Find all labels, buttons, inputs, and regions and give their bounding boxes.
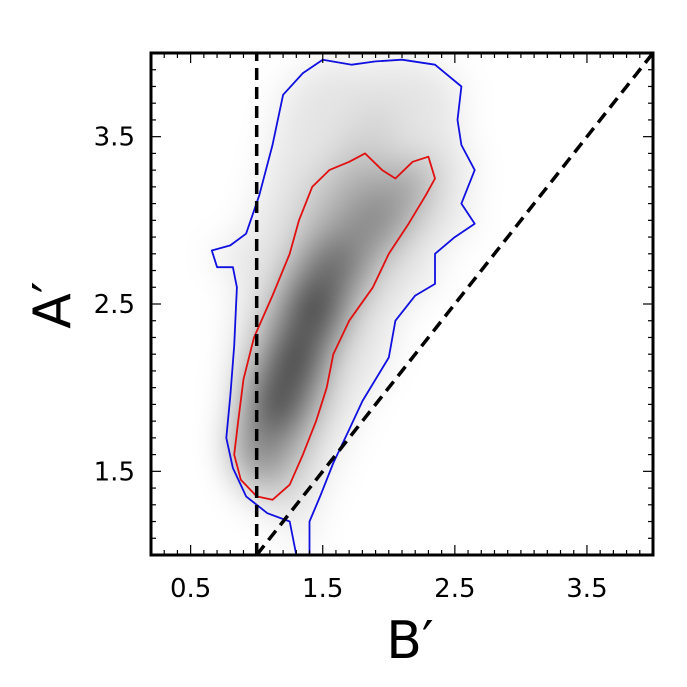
x-axis-label: B′ <box>386 611 433 671</box>
x-axis-ticks: 0.5 1.5 2.5 3.5 <box>150 53 654 604</box>
y-axis-label: A′ <box>23 281 83 328</box>
y-tick-label: 2.5 <box>94 290 135 320</box>
density-peak-6 <box>337 103 401 187</box>
x-tick-label: 3.5 <box>566 574 607 604</box>
density-peak-5 <box>363 162 427 246</box>
x-tick-label: 0.5 <box>170 574 211 604</box>
y-axis-ticks: 1.5 2.5 3.5 <box>94 52 653 556</box>
y-tick-label: 3.5 <box>94 123 135 153</box>
density-heatmap <box>211 59 475 555</box>
contour-inner <box>233 152 436 501</box>
y-tick-label: 1.5 <box>94 457 135 487</box>
contour-layer <box>210 58 476 555</box>
x-tick-label: 1.5 <box>302 574 343 604</box>
density-peak-3 <box>235 392 299 477</box>
contour-outer <box>210 58 476 555</box>
x-tick-label: 2.5 <box>434 574 475 604</box>
plot-area <box>151 53 653 555</box>
reference-line-diagonal-dashed <box>255 53 653 555</box>
reference-lines <box>254 53 653 555</box>
